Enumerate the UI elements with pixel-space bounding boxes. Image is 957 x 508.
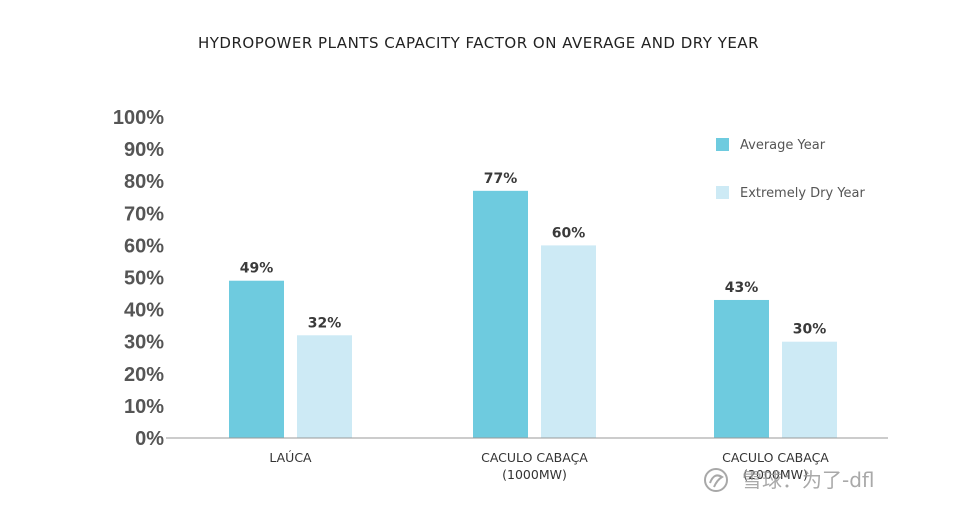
data-label: 30% xyxy=(793,322,827,338)
watermark: 雪球：为了-dfl xyxy=(704,468,875,492)
bar xyxy=(714,299,769,438)
bar xyxy=(541,245,596,438)
category-label: CACULO CABAÇA xyxy=(722,450,829,465)
y-tick-label: 60% xyxy=(124,235,164,257)
category-label: LAÚCA xyxy=(269,450,312,465)
bars xyxy=(229,190,837,438)
data-label: 32% xyxy=(308,315,342,331)
y-tick-label: 100% xyxy=(113,107,164,129)
y-tick-label: 0% xyxy=(135,428,164,450)
bar xyxy=(782,341,837,438)
bar xyxy=(473,190,528,438)
data-label: 60% xyxy=(552,225,586,241)
data-label: 49% xyxy=(240,261,274,277)
legend-label: Average Year xyxy=(740,138,826,153)
chart-title: HYDROPOWER PLANTS CAPACITY FACTOR ON AVE… xyxy=(197,34,760,52)
y-tick-label: 20% xyxy=(124,364,164,386)
data-label: 43% xyxy=(725,280,759,296)
y-tick-label: 30% xyxy=(124,332,164,354)
data-label: 77% xyxy=(484,171,518,187)
y-tick-label: 80% xyxy=(124,171,164,193)
y-tick-label: 90% xyxy=(124,139,164,161)
y-tick-label: 10% xyxy=(124,396,164,418)
y-tick-label: 50% xyxy=(124,268,164,290)
y-tick-label: 40% xyxy=(124,300,164,322)
category-label: CACULO CABAÇA xyxy=(481,450,588,465)
snowball-logo-icon xyxy=(704,468,728,492)
bar xyxy=(229,280,284,438)
y-tick-label: 70% xyxy=(124,203,164,225)
data-labels: 49% 77% 43% 32% 60% 30% xyxy=(240,171,827,338)
legend: Average Year Extremely Dry Year xyxy=(716,138,866,201)
legend-swatch xyxy=(716,186,729,199)
legend-label: Extremely Dry Year xyxy=(740,186,866,201)
legend-swatch xyxy=(716,138,729,151)
bar xyxy=(297,335,352,438)
category-labels: LAÚCA CACULO CABAÇA (1000MW) CACULO CABAÇA (… xyxy=(269,450,829,482)
y-axis: 0% 10% 20% 30% 40% 50% 60% 70% 80% 90% 100% xyxy=(113,107,164,450)
category-label: (1000MW) xyxy=(502,467,567,482)
watermark-text: 雪球：为了-dfl xyxy=(742,468,875,492)
category-label: (2000MW) xyxy=(743,467,808,482)
